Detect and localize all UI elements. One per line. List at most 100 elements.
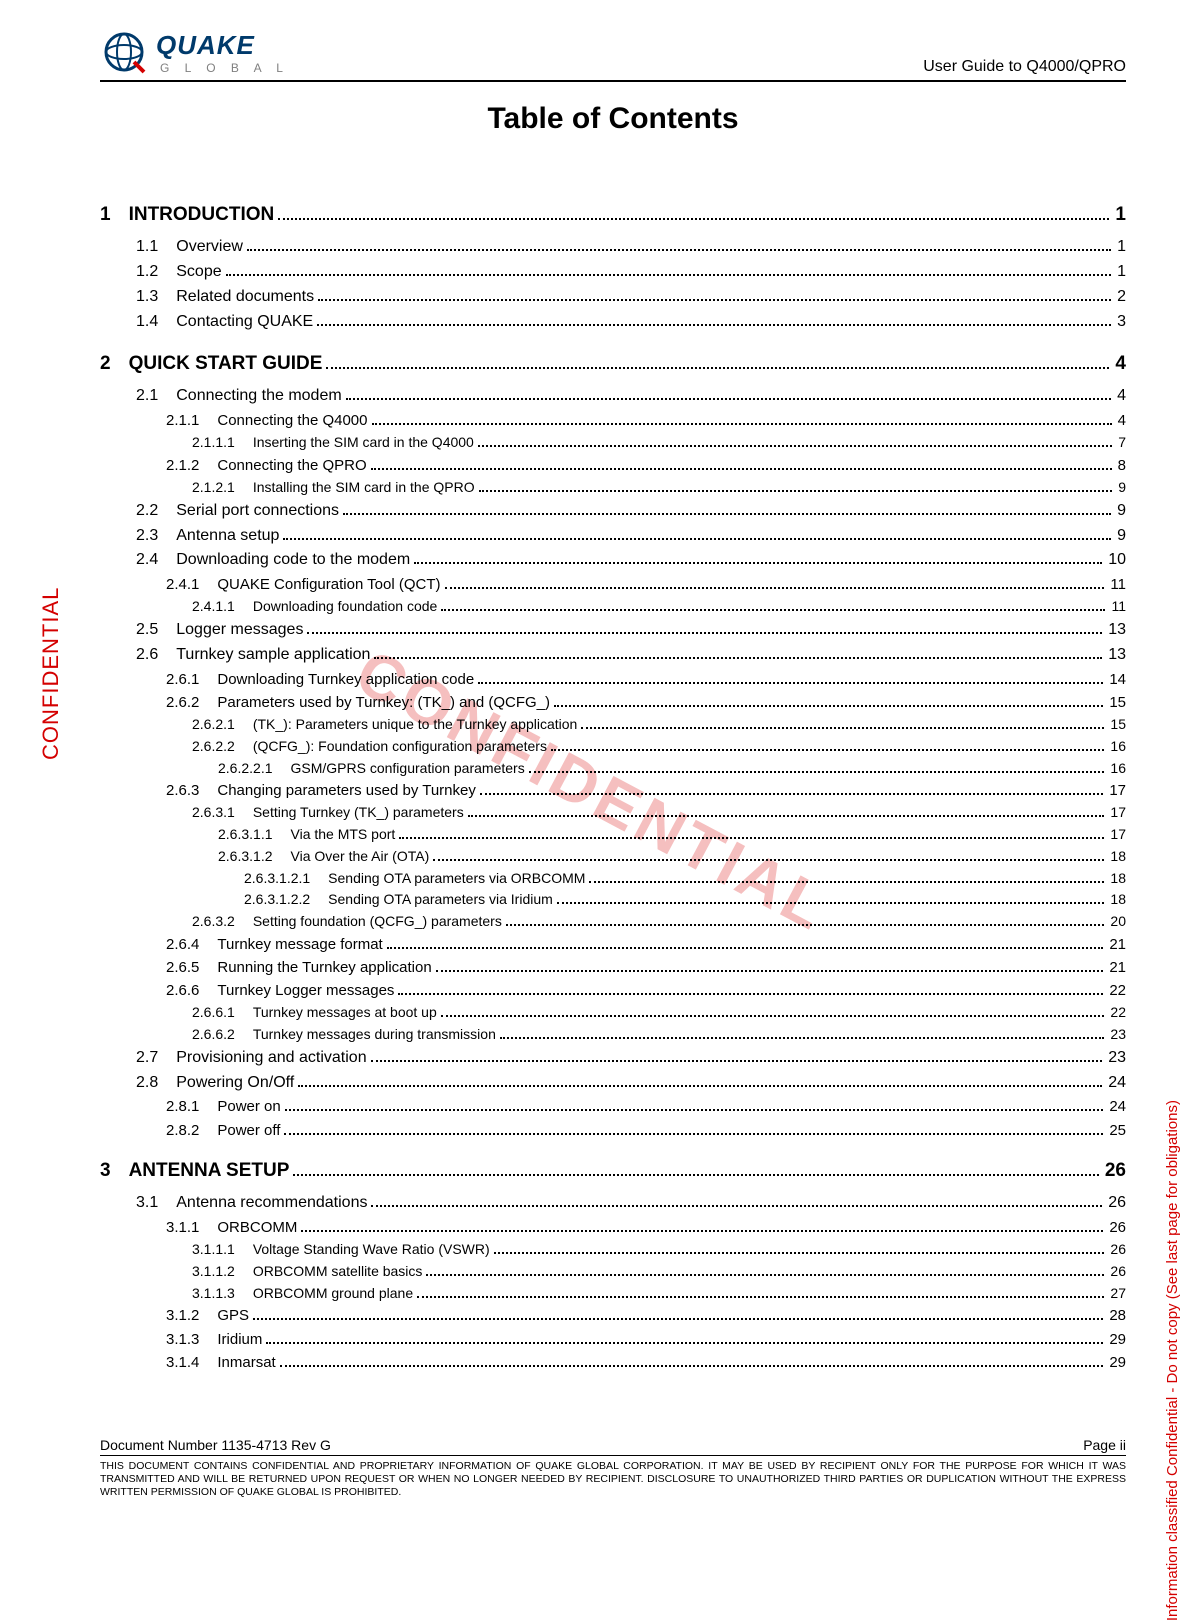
toc-leader-dots [506, 924, 1105, 926]
toc-entry[interactable]: 2.6.1Downloading Turnkey application cod… [100, 668, 1126, 691]
toc-entry[interactable]: 2.5Logger messages13 [100, 618, 1126, 643]
toc-entry-page: 11 [1108, 573, 1126, 596]
toc-entry-page: 18 [1108, 868, 1126, 890]
toc-leader-dots [298, 1085, 1102, 1087]
toc-leader-dots [372, 423, 1112, 425]
toc-leader-dots [399, 837, 1104, 839]
toc-entry-label: Connecting the modem [176, 384, 341, 409]
toc-entry-page: 23 [1108, 1024, 1126, 1046]
toc-entry-label: Parameters used by Turnkey: (TK_) and (Q… [217, 691, 550, 714]
toc-entry-label: Turnkey Logger messages [217, 979, 394, 1002]
toc-entry-label: GSM/GPRS configuration parameters [291, 758, 525, 780]
toc-entry[interactable]: 2.6.6Turnkey Logger messages22 [100, 979, 1126, 1002]
toc-entry[interactable]: 2.1.1.1Inserting the SIM card in the Q40… [100, 432, 1126, 454]
page-header: QUAKE G L O B A L User Guide to Q4000/QP… [100, 28, 1126, 82]
toc-entry[interactable]: 3.1.4Inmarsat29 [100, 1351, 1126, 1374]
toc-entry[interactable]: 2.1.2Connecting the QPRO8 [100, 454, 1126, 477]
toc-entry[interactable]: 2.6.6.1Turnkey messages at boot up22 [100, 1002, 1126, 1024]
toc-entry-page: 23 [1106, 1046, 1126, 1071]
toc-entry-page: 4 [1116, 409, 1126, 432]
toc-entry[interactable]: 2.8.1Power on24 [100, 1095, 1126, 1118]
toc-leader-dots [301, 1230, 1103, 1232]
toc-entry[interactable]: 2.6.3.1.1Via the MTS port17 [100, 824, 1126, 846]
toc-entry-label: GPS [217, 1304, 249, 1327]
toc-entry-number: 2.1.1 [166, 409, 217, 432]
toc-entry[interactable]: 3.1Antenna recommendations26 [100, 1191, 1126, 1216]
toc-entry[interactable]: 2QUICK START GUIDE4 [100, 349, 1126, 378]
toc-entry[interactable]: 2.6.3.1.2Via Over the Air (OTA)18 [100, 846, 1126, 868]
toc-entry-label: Power off [217, 1119, 280, 1142]
toc-entry-label: Powering On/Off [176, 1071, 294, 1096]
toc-entry-number: 3.1.3 [166, 1328, 217, 1351]
toc-entry[interactable]: 2.1.2.1Installing the SIM card in the QP… [100, 477, 1126, 499]
toc-entry[interactable]: 3.1.1.3ORBCOMM ground plane27 [100, 1283, 1126, 1305]
toc-entry[interactable]: 2.4Downloading code to the modem10 [100, 548, 1126, 573]
toc-entry-number: 2.6.6.2 [192, 1024, 253, 1046]
toc-leader-dots [551, 749, 1104, 751]
toc-entry-page: 29 [1107, 1328, 1126, 1351]
toc-entry[interactable]: 3.1.1ORBCOMM26 [100, 1216, 1126, 1239]
toc-entry-number: 2.6.1 [166, 668, 217, 691]
toc-entry-page: 1 [1113, 200, 1126, 229]
toc-leader-dots [280, 1365, 1104, 1367]
toc-entry[interactable]: 1.3Related documents2 [100, 285, 1126, 310]
toc-entry[interactable]: 2.6.2.2(QCFG_): Foundation configuration… [100, 736, 1126, 758]
toc-entry[interactable]: 2.6Turnkey sample application13 [100, 643, 1126, 668]
toc-entry[interactable]: 2.3Antenna setup9 [100, 524, 1126, 549]
toc-entry-number: 3.1.4 [166, 1351, 217, 1374]
toc-entry[interactable]: 2.1Connecting the modem4 [100, 384, 1126, 409]
toc-entry[interactable]: 2.6.3.2Setting foundation (QCFG_) parame… [100, 911, 1126, 933]
toc-entry-label: Contacting QUAKE [176, 310, 313, 335]
toc-leader-dots [581, 727, 1104, 729]
toc-entry[interactable]: 2.6.4Turnkey message format21 [100, 933, 1126, 956]
toc-entry-label: Related documents [176, 285, 314, 310]
toc-entry[interactable]: 2.7Provisioning and activation23 [100, 1046, 1126, 1071]
toc-entry[interactable]: 2.6.2.2.1GSM/GPRS configuration paramete… [100, 758, 1126, 780]
toc-entry[interactable]: 1INTRODUCTION1 [100, 200, 1126, 229]
toc-entry[interactable]: 3ANTENNA SETUP26 [100, 1156, 1126, 1185]
toc-entry[interactable]: 3.1.1.2ORBCOMM satellite basics26 [100, 1261, 1126, 1283]
toc-entry[interactable]: 3.1.3Iridium29 [100, 1328, 1126, 1351]
toc-entry[interactable]: 2.6.3Changing parameters used by Turnkey… [100, 779, 1126, 802]
toc-entry-number: 2.6.3.1.1 [218, 824, 291, 846]
toc-leader-dots [468, 815, 1105, 817]
toc-entry-label: Installing the SIM card in the QPRO [253, 477, 475, 499]
toc-entry[interactable]: 2.8Powering On/Off24 [100, 1071, 1126, 1096]
toc-entry[interactable]: 2.6.3.1Setting Turnkey (TK_) parameters1… [100, 802, 1126, 824]
toc-entry[interactable]: 3.1.2GPS28 [100, 1304, 1126, 1327]
quake-globe-icon [100, 28, 148, 76]
toc-entry-number: 2.6.3.1.2.2 [244, 889, 328, 911]
toc-entry[interactable]: 2.6.2Parameters used by Turnkey: (TK_) a… [100, 691, 1126, 714]
toc-leader-dots [398, 993, 1103, 995]
toc-entry[interactable]: 2.6.2.1(TK_): Parameters unique to the T… [100, 714, 1126, 736]
toc-entry-number: 2.4.1.1 [192, 596, 253, 618]
toc-entry-page: 9 [1115, 524, 1126, 549]
toc-entry[interactable]: 2.1.1Connecting the Q40004 [100, 409, 1126, 432]
toc-leader-dots [589, 881, 1104, 883]
toc-entry-page: 17 [1107, 779, 1126, 802]
left-margin-confidential: CONFIDENTIAL [38, 587, 64, 760]
toc-entry[interactable]: 1.1Overview1 [100, 235, 1126, 260]
toc-entry-label: Sending OTA parameters via Iridium [328, 889, 553, 911]
footer-top-row: Document Number 1135-4713 Rev G Page ii [100, 1437, 1126, 1456]
toc-entry[interactable]: 1.4Contacting QUAKE3 [100, 310, 1126, 335]
toc-entry[interactable]: 3.1.1.1Voltage Standing Wave Ratio (VSWR… [100, 1239, 1126, 1261]
toc-entry-number: 2.8.2 [166, 1119, 217, 1142]
toc-entry-number: 2.6 [136, 643, 176, 668]
toc-entry-page: 4 [1115, 384, 1126, 409]
toc-leader-dots [557, 902, 1105, 904]
toc-entry[interactable]: 2.4.1QUAKE Configuration Tool (QCT)11 [100, 573, 1126, 596]
toc-entry[interactable]: 2.6.5Running the Turnkey application21 [100, 956, 1126, 979]
toc-entry-label: Turnkey message format [217, 933, 382, 956]
toc-entry[interactable]: 2.6.6.2Turnkey messages during transmiss… [100, 1024, 1126, 1046]
toc-entry-number: 2.4 [136, 548, 176, 573]
table-of-contents: 1INTRODUCTION1 1.1Overview11.2Scope11.3Re… [100, 186, 1126, 1416]
toc-entry-number: 2.6.6 [166, 979, 217, 1002]
toc-entry[interactable]: 2.8.2Power off25 [100, 1119, 1126, 1142]
toc-entry[interactable]: 2.6.3.1.2.2Sending OTA parameters via Ir… [100, 889, 1126, 911]
toc-entry[interactable]: 1.2Scope1 [100, 260, 1126, 285]
toc-entry[interactable]: 2.2Serial port connections9 [100, 499, 1126, 524]
page-footer: Document Number 1135-4713 Rev G Page ii … [100, 1437, 1126, 1499]
toc-entry[interactable]: 2.4.1.1Downloading foundation code11 [100, 596, 1126, 618]
toc-entry[interactable]: 2.6.3.1.2.1Sending OTA parameters via OR… [100, 868, 1126, 890]
